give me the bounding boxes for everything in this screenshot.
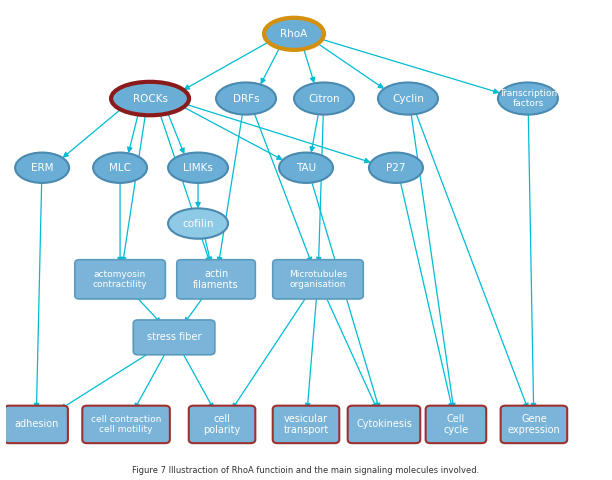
FancyBboxPatch shape [501,406,567,443]
Ellipse shape [93,153,147,183]
Text: cell contraction
cell motility: cell contraction cell motility [91,415,161,434]
Text: actin
filaments: actin filaments [193,268,239,290]
Ellipse shape [111,82,189,115]
Text: TAU: TAU [296,163,316,173]
Text: adhesion: adhesion [14,420,58,430]
Ellipse shape [168,208,228,239]
Text: Transcription
factors: Transcription factors [499,89,557,108]
FancyBboxPatch shape [426,406,486,443]
FancyBboxPatch shape [348,406,420,443]
Text: Citron: Citron [308,94,340,104]
Text: Figure 7 Illustraction of RhoA functioin and the main signaling molecules involv: Figure 7 Illustraction of RhoA functioin… [132,466,480,475]
Text: Microtubules
organisation: Microtubules organisation [289,270,347,289]
Ellipse shape [279,153,333,183]
FancyBboxPatch shape [4,406,68,443]
Text: cofilin: cofilin [182,218,214,228]
Text: RhoA: RhoA [280,29,308,39]
Text: Gene
expression: Gene expression [507,414,560,435]
Text: Cyclin: Cyclin [392,94,424,104]
Text: vesicular
transport: vesicular transport [283,414,329,435]
Ellipse shape [264,18,324,50]
Text: DRFs: DRFs [233,94,259,104]
Ellipse shape [498,83,558,115]
Ellipse shape [216,83,276,115]
Text: cell
polarity: cell polarity [203,414,241,435]
FancyBboxPatch shape [188,406,255,443]
Text: ERM: ERM [31,163,53,173]
Text: Cell
cycle: Cell cycle [443,414,469,435]
Ellipse shape [378,83,438,115]
Text: MLC: MLC [109,163,131,173]
Text: ROCKs: ROCKs [133,94,168,104]
FancyBboxPatch shape [75,260,165,299]
FancyBboxPatch shape [177,260,255,299]
Ellipse shape [15,153,69,183]
Ellipse shape [168,153,228,183]
Ellipse shape [369,153,423,183]
Text: stress fiber: stress fiber [147,332,201,342]
FancyBboxPatch shape [273,406,339,443]
Ellipse shape [294,83,354,115]
FancyBboxPatch shape [273,260,364,299]
Text: P27: P27 [386,163,406,173]
Text: actomyosin
contractility: actomyosin contractility [93,270,147,289]
FancyBboxPatch shape [133,320,215,355]
FancyBboxPatch shape [82,406,170,443]
Text: Cytokinesis: Cytokinesis [356,420,412,430]
Text: LIMKs: LIMKs [183,163,213,173]
